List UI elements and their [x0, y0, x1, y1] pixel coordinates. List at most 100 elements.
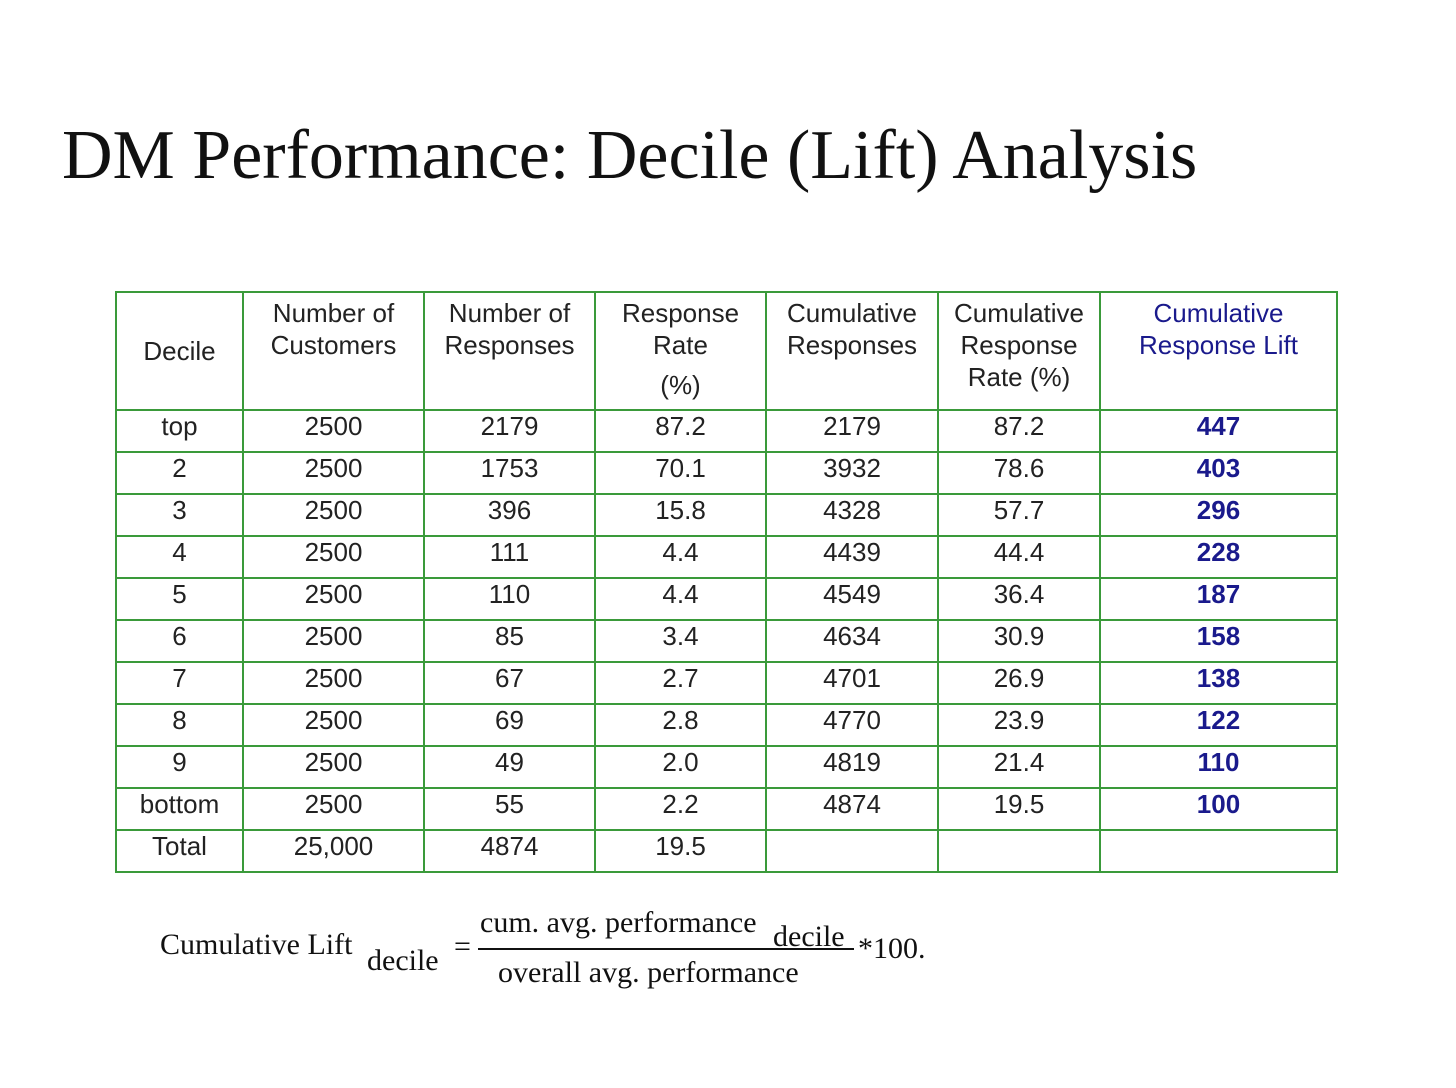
cell-customers: 2500: [242, 703, 425, 747]
cell-cumulative-responses: 2179: [765, 409, 939, 453]
cell-decile: 7: [115, 661, 244, 705]
cell-responses: 49: [423, 745, 596, 789]
formula-numerator-subscript: decile: [773, 920, 845, 953]
header-cumulative-response-rate: Cumulative Response Rate (%): [937, 291, 1101, 411]
header-line: Rate: [653, 330, 708, 360]
cell-cumulative-responses: 4701: [765, 661, 939, 705]
cell-decile: 9: [115, 745, 244, 789]
cell-response-rate: 3.4: [594, 619, 767, 663]
header-line: Customers: [270, 330, 397, 360]
formula-lhs-subscript: decile: [367, 944, 439, 977]
header-cumulative-responses: Cumulative Responses: [765, 291, 939, 411]
cell-responses: 85: [423, 619, 596, 663]
header-response-rate: Response Rate (%): [594, 291, 767, 411]
cell-cumulative-responses: 4874: [765, 787, 939, 831]
cell-decile: top: [115, 409, 244, 453]
cell-response-rate: 2.0: [594, 745, 767, 789]
header-cumulative-response-lift: Cumulative Response Lift: [1099, 291, 1338, 411]
cell-cumulative-lift: 158: [1099, 619, 1338, 663]
cell-decile: 4: [115, 535, 244, 579]
cell-decile: Total: [115, 829, 244, 873]
cell-customers: 2500: [242, 451, 425, 495]
cell-cumulative-rate: 36.4: [937, 577, 1101, 621]
cell-cumulative-rate: 23.9: [937, 703, 1101, 747]
cell-response-rate: 2.7: [594, 661, 767, 705]
table-row: 2 2500 1753 70.1 3932 78.6 403: [115, 451, 1338, 495]
cell-cumulative-lift: 100: [1099, 787, 1338, 831]
table-row: 6 2500 85 3.4 4634 30.9 158: [115, 619, 1338, 663]
cell-cumulative-responses: 4328: [765, 493, 939, 537]
cell-decile: 5: [115, 577, 244, 621]
cell-response-rate: 19.5: [594, 829, 767, 873]
formula-equals: =: [454, 930, 471, 963]
cell-cumulative-responses: 4549: [765, 577, 939, 621]
formula-denominator: overall avg. performance: [498, 956, 799, 989]
cell-customers: 2500: [242, 409, 425, 453]
cell-response-rate: 4.4: [594, 535, 767, 579]
cell-response-rate: 15.8: [594, 493, 767, 537]
cell-customers: 2500: [242, 535, 425, 579]
cell-cumulative-rate: 87.2: [937, 409, 1101, 453]
cell-cumulative-responses: 4819: [765, 745, 939, 789]
header-line: Response: [621, 298, 740, 328]
cell-decile: 3: [115, 493, 244, 537]
table-row: 9 2500 49 2.0 4819 21.4 110: [115, 745, 1338, 789]
header-line: Cumulative: [953, 298, 1085, 328]
formula-lhs: Cumulative Lift: [160, 928, 353, 961]
cell-customers: 2500: [242, 661, 425, 705]
cell-customers: 2500: [242, 619, 425, 663]
header-line: Responses: [444, 330, 575, 360]
formula-multiplier: *100.: [858, 932, 926, 965]
cell-responses: 55: [423, 787, 596, 831]
cell-responses: 1753: [423, 451, 596, 495]
slide-title: DM Performance: Decile (Lift) Analysis: [62, 117, 1198, 194]
cumulative-lift-formula: Cumulative Lift decile = cum. avg. perfo…: [160, 906, 960, 1006]
header-line: Cumulative: [786, 298, 918, 328]
formula-numerator: cum. avg. performance: [480, 906, 757, 939]
header-decile: Decile: [115, 291, 244, 411]
cell-cumulative-lift: 122: [1099, 703, 1338, 747]
cell-decile: 6: [115, 619, 244, 663]
cell-cumulative-rate: 44.4: [937, 535, 1101, 579]
cell-cumulative-rate: [937, 829, 1101, 873]
cell-cumulative-responses: 3932: [765, 451, 939, 495]
cell-cumulative-responses: [765, 829, 939, 873]
header-line: Cumulative: [1153, 298, 1284, 328]
cell-cumulative-lift: 138: [1099, 661, 1338, 705]
cell-cumulative-rate: 78.6: [937, 451, 1101, 495]
formula-fraction-bar: [478, 948, 854, 950]
cell-cumulative-rate: 30.9: [937, 619, 1101, 663]
cell-responses: 4874: [423, 829, 596, 873]
cell-customers: 2500: [242, 745, 425, 789]
cell-customers: 2500: [242, 787, 425, 831]
cell-decile: 8: [115, 703, 244, 747]
cell-cumulative-lift: 187: [1099, 577, 1338, 621]
cell-response-rate: 4.4: [594, 577, 767, 621]
cell-decile: bottom: [115, 787, 244, 831]
header-line: Number of: [272, 298, 395, 328]
cell-response-rate: 70.1: [594, 451, 767, 495]
table-row: top 2500 2179 87.2 2179 87.2 447: [115, 409, 1338, 453]
table-total-row: Total 25,000 4874 19.5: [115, 829, 1338, 873]
decile-lift-table: Decile Number of Customers Number of Res…: [115, 291, 1338, 873]
cell-cumulative-lift: 228: [1099, 535, 1338, 579]
cell-responses: 396: [423, 493, 596, 537]
table-row: 3 2500 396 15.8 4328 57.7 296: [115, 493, 1338, 537]
header-line: Decile: [143, 336, 216, 366]
cell-responses: 2179: [423, 409, 596, 453]
header-line: Response Lift: [1139, 330, 1298, 360]
header-number-of-responses: Number of Responses: [423, 291, 596, 411]
cell-cumulative-responses: 4770: [765, 703, 939, 747]
header-line: Responses: [786, 330, 918, 360]
cell-responses: 111: [423, 535, 596, 579]
header-line: Number of: [448, 298, 571, 328]
cell-cumulative-rate: 19.5: [937, 787, 1101, 831]
cell-response-rate: 2.8: [594, 703, 767, 747]
cell-decile: 2: [115, 451, 244, 495]
cell-response-rate: 87.2: [594, 409, 767, 453]
cell-cumulative-rate: 21.4: [937, 745, 1101, 789]
table-row: 7 2500 67 2.7 4701 26.9 138: [115, 661, 1338, 705]
cell-cumulative-responses: 4634: [765, 619, 939, 663]
cell-customers: 2500: [242, 493, 425, 537]
cell-customers: 2500: [242, 577, 425, 621]
